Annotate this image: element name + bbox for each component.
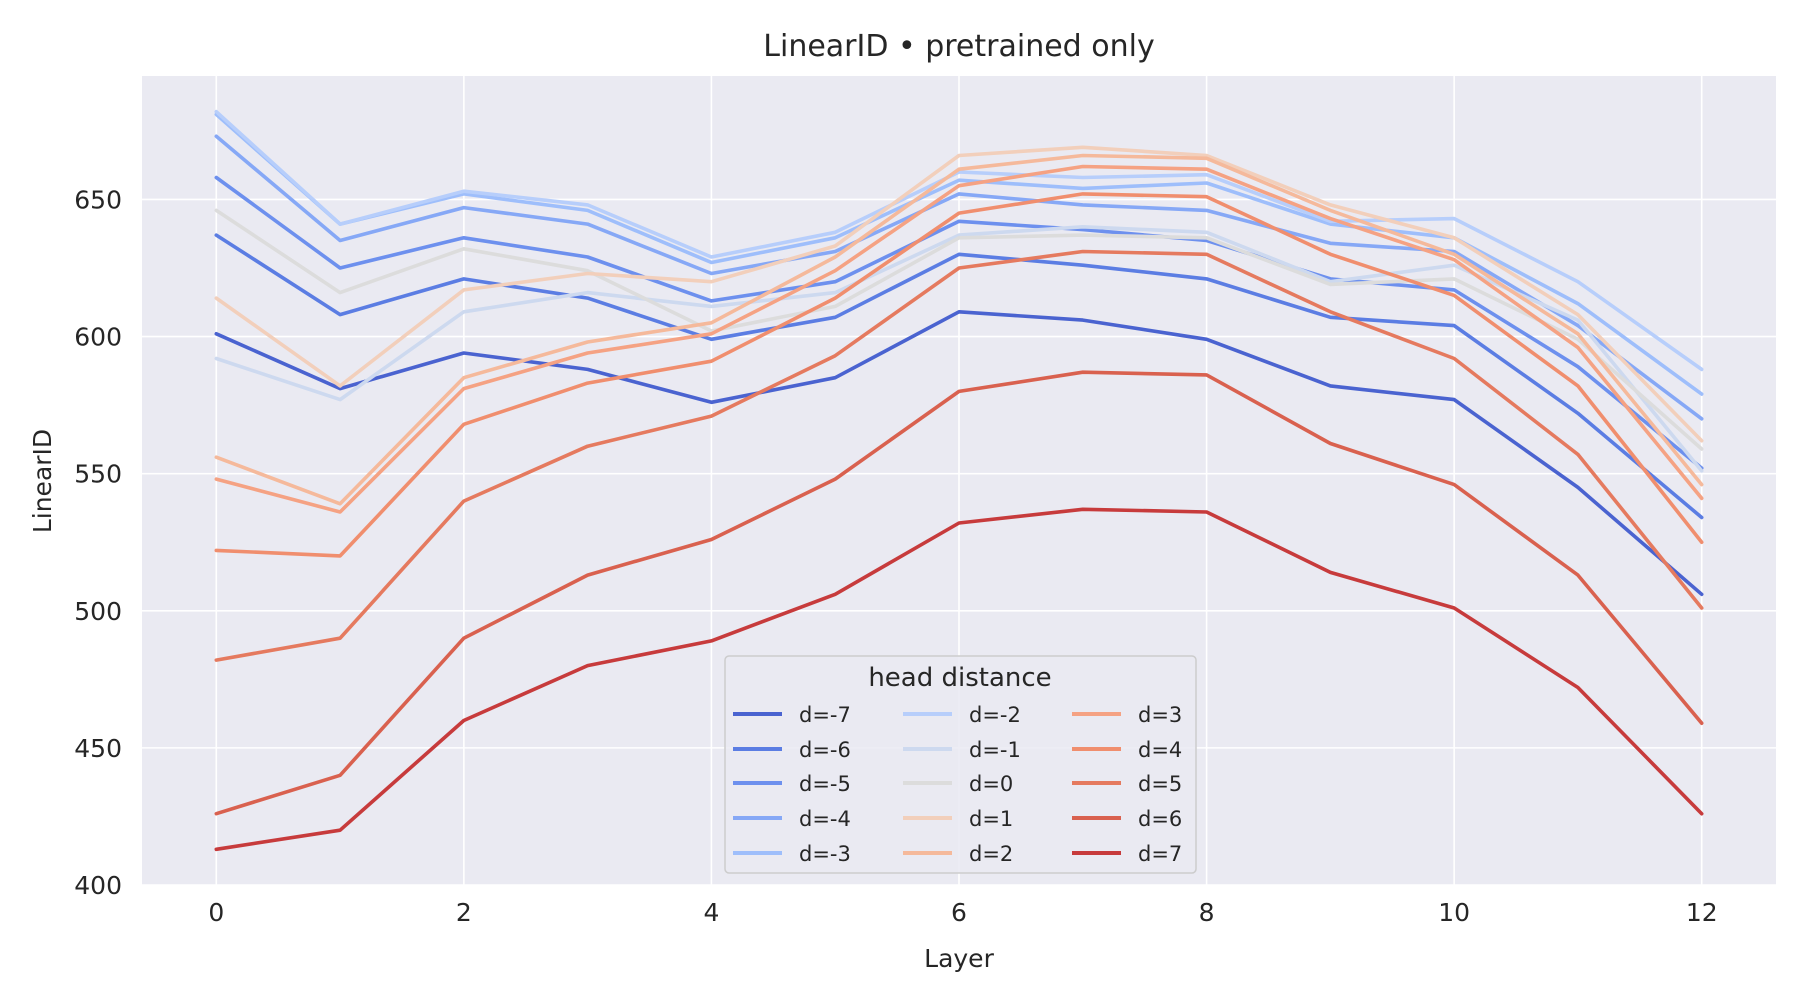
x-tick-label: 0 — [208, 898, 224, 927]
legend-label: d=6 — [1138, 807, 1182, 831]
series-line-d=-6 — [214, 233, 1704, 520]
legend-label: d=-3 — [799, 842, 851, 866]
series-line-d=5 — [214, 249, 1704, 662]
series-line-d=3 — [214, 164, 1704, 514]
series-line-d=0 — [214, 208, 1704, 451]
x-tick-label: 4 — [703, 898, 719, 927]
legend-title: head distance — [868, 663, 1051, 693]
legend-label: d=7 — [1138, 842, 1182, 866]
x-axis-ticks: 0 2 4 6 8 10 12 — [208, 898, 1717, 927]
x-tick-label: 2 — [456, 898, 472, 927]
series-line-d=6 — [214, 370, 1704, 816]
series-line-d=7 — [214, 507, 1704, 852]
series-line-d=-5 — [214, 175, 1704, 471]
chart-title: LinearID • pretrained only — [763, 29, 1154, 64]
y-tick-label: 450 — [74, 734, 122, 763]
legend-label: d=4 — [1138, 738, 1182, 762]
legend-label: d=-1 — [969, 738, 1021, 762]
legend-label: d=5 — [1138, 772, 1182, 796]
x-tick-label: 6 — [951, 898, 967, 927]
y-tick-label: 600 — [74, 323, 122, 352]
legend-label: d=1 — [969, 807, 1013, 831]
y-tick-label: 550 — [74, 460, 122, 489]
series-lines — [214, 109, 1704, 852]
legend-label: d=-4 — [799, 807, 851, 831]
legend-label: d=-2 — [969, 703, 1021, 727]
y-axis-ticks: 400 450 500 550 600 650 — [74, 185, 122, 900]
y-axis-label: LinearID — [28, 429, 57, 533]
x-tick-label: 8 — [1199, 898, 1215, 927]
legend-items: d=-7 d=-6 d=-5 d=-4 d=-3 d=-2 d=-1 d=0 d=1 d=2 d=3… — [733, 703, 1182, 866]
legend-label: d=-5 — [799, 772, 851, 796]
series-line-d=-2 — [214, 109, 1704, 372]
series-line-d=1 — [214, 145, 1704, 443]
x-tick-label: 10 — [1438, 898, 1470, 927]
series-line-d=-4 — [214, 134, 1704, 421]
legend: head distance d=-7d=-6d=-5d=-4d=-3d=-2d=… — [724, 655, 1197, 874]
legend-label: d=-7 — [799, 703, 851, 727]
series-line-d=2 — [214, 153, 1704, 506]
y-tick-label: 500 — [74, 597, 122, 626]
series-line-d=-1 — [214, 225, 1704, 473]
legend-label: d=0 — [969, 772, 1013, 796]
x-tick-label: 12 — [1686, 898, 1718, 927]
x-axis-label: Layer — [924, 944, 994, 973]
legend-label: d=3 — [1138, 703, 1182, 727]
series-line-d=4 — [214, 192, 1704, 558]
legend-label: d=2 — [969, 842, 1013, 866]
series-line-d=-7 — [214, 309, 1704, 597]
y-tick-label: 650 — [74, 185, 122, 214]
y-tick-label: 400 — [74, 871, 122, 900]
legend-label: d=-6 — [799, 738, 851, 762]
